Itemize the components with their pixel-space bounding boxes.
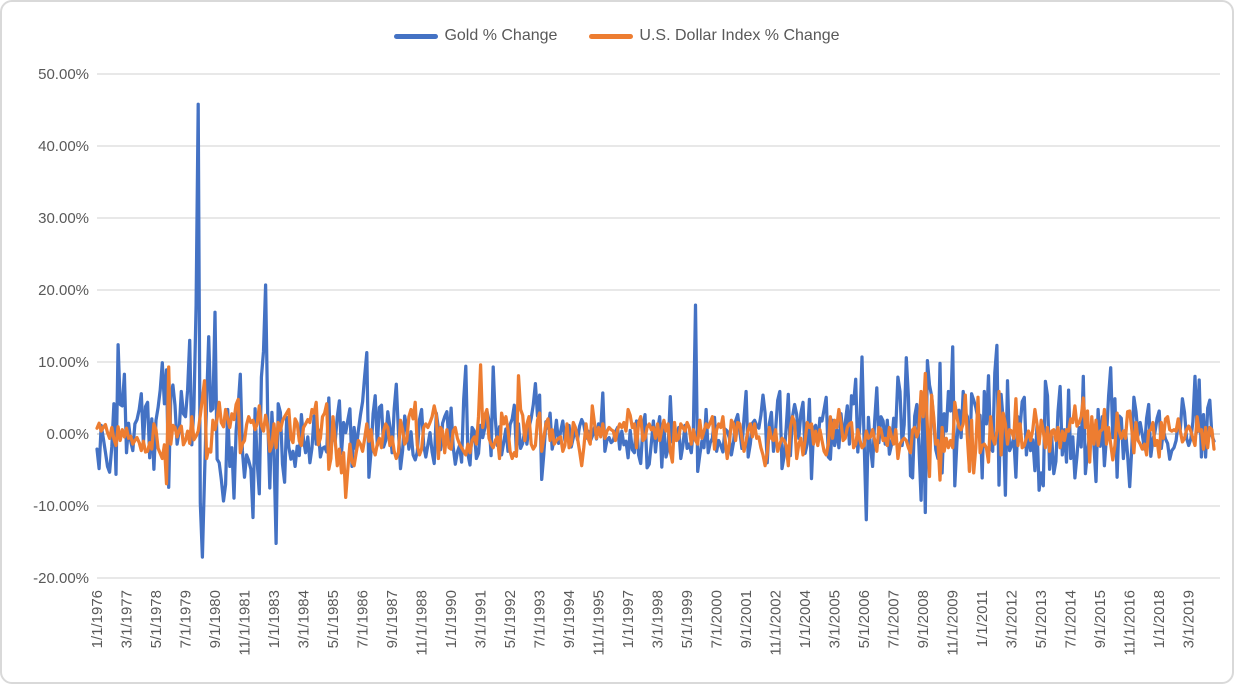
x-axis-label: 1/1/1983 xyxy=(266,590,283,648)
x-axis-label: 1/1/2018 xyxy=(1151,590,1168,648)
y-axis-label: 20.00% xyxy=(38,282,89,299)
x-axis-label: 9/1/2008 xyxy=(915,590,932,648)
x-axis-label: 9/1/2015 xyxy=(1092,590,1109,648)
x-axis-label: 3/1/2012 xyxy=(1004,590,1021,648)
x-axis-label: 7/1/2000 xyxy=(709,590,726,648)
x-axis-label: 7/1/2014 xyxy=(1063,590,1080,648)
usd-index-series-line xyxy=(95,363,1216,500)
x-axis-label: 7/1/1979 xyxy=(178,590,195,648)
x-axis-label: 9/1/1994 xyxy=(561,590,578,648)
x-axis-label: 5/1/2006 xyxy=(856,590,873,648)
x-axis-label: 11/1/1995 xyxy=(591,590,608,656)
y-axis-label: 40.00% xyxy=(38,138,89,155)
x-axis-label: 3/1/1977 xyxy=(119,590,136,648)
y-axis-label: -10.00% xyxy=(33,498,89,515)
x-axis-label: 9/1/2001 xyxy=(738,590,755,648)
usd-index-line-swatch xyxy=(589,33,634,39)
x-axis-label: 1/1/2004 xyxy=(797,590,814,648)
x-axis-label: 3/1/1998 xyxy=(650,590,667,648)
x-axis-label: 3/1/2019 xyxy=(1181,590,1198,648)
y-axis-label: 0.00% xyxy=(46,426,89,443)
x-axis-label: 1/1/1976 xyxy=(89,590,106,648)
x-axis-label: 1/1/2011 xyxy=(974,590,991,647)
legend-label-usd-index: U.S. Dollar Index % Change xyxy=(639,27,840,44)
legend: Gold % Change U.S. Dollar Index % Change xyxy=(2,22,1232,50)
x-axis-label: 9/1/1987 xyxy=(384,590,401,648)
gold-line-swatch xyxy=(394,33,439,39)
x-axis-label: 9/1/1980 xyxy=(207,590,224,648)
x-axis-label: 5/1/1992 xyxy=(502,590,519,648)
x-axis-label: 11/1/1988 xyxy=(414,590,431,656)
x-axis-label: 3/1/2005 xyxy=(827,590,844,648)
x-axis-label: 3/1/1991 xyxy=(473,590,490,648)
x-axis-label: 5/1/1999 xyxy=(679,590,696,648)
x-axis-label: 11/1/1981 xyxy=(237,590,254,656)
x-axis-label: 11/1/2002 xyxy=(768,590,785,656)
legend-item-usd-index: U.S. Dollar Index % Change xyxy=(589,27,840,45)
x-axis-label: 7/1/1986 xyxy=(355,590,372,648)
x-axis-label: 11/1/2016 xyxy=(1122,590,1139,656)
x-axis-label: 3/1/1984 xyxy=(296,590,313,648)
legend-label-gold: Gold % Change xyxy=(444,27,558,44)
y-axis-label: 10.00% xyxy=(38,354,89,371)
y-axis-label: 50.00% xyxy=(38,66,89,83)
legend-item-gold: Gold % Change xyxy=(394,27,557,45)
x-axis-label: 1/1/1990 xyxy=(443,590,460,648)
x-axis-label: 5/1/2013 xyxy=(1033,590,1050,648)
x-axis-label: 1/1/1997 xyxy=(620,590,637,648)
x-axis-label: 5/1/1978 xyxy=(148,590,165,648)
x-axis-label: 11/1/2009 xyxy=(945,590,962,656)
x-axis-label: 5/1/1985 xyxy=(325,590,342,648)
gold-series-line xyxy=(95,102,1216,559)
x-axis-label: 7/1/2007 xyxy=(886,590,903,648)
y-axis-label: -20.00% xyxy=(33,570,89,587)
y-axis-label: 30.00% xyxy=(38,210,89,227)
x-axis-label: 7/1/1993 xyxy=(532,590,549,648)
